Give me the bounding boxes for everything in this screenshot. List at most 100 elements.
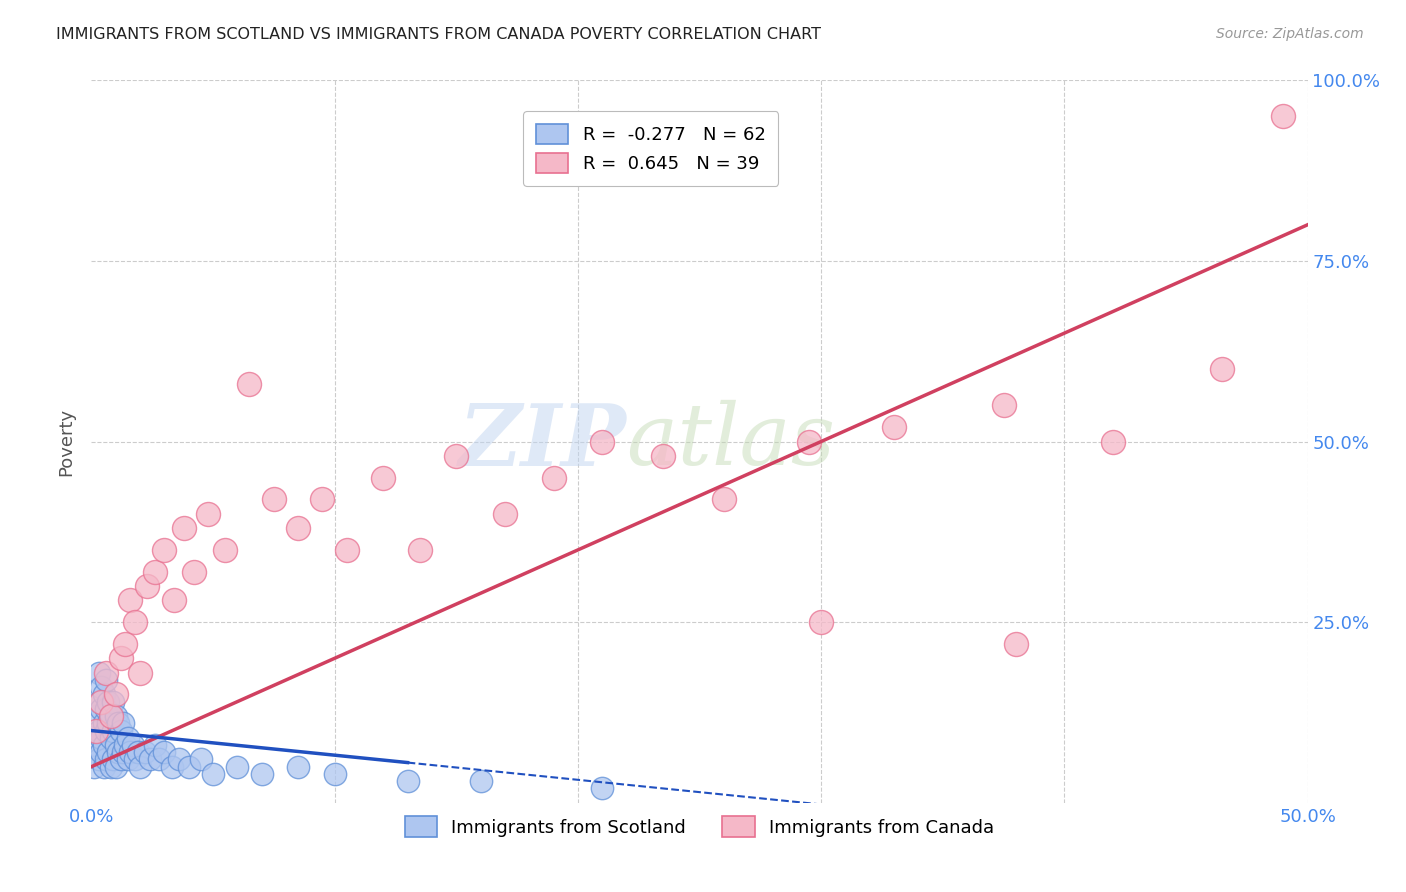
Point (84, 738, 107, 752)
Point (263, 492, 285, 507)
Point (93, 687, 115, 701)
Point (100, 709, 122, 723)
Point (136, 579, 159, 593)
Point (883, 420, 905, 434)
Point (143, 565, 166, 579)
Text: Source: ZipAtlas.com: Source: ZipAtlas.com (1216, 27, 1364, 41)
Point (94, 665, 117, 680)
Point (100, 731, 122, 745)
Point (111, 745, 134, 759)
Y-axis label: Poverty: Poverty (58, 408, 76, 475)
Point (87, 665, 110, 680)
Point (797, 434, 820, 449)
Point (287, 760, 309, 774)
Legend: Immigrants from Scotland, Immigrants from Canada: Immigrants from Scotland, Immigrants fro… (398, 809, 1001, 845)
Point (167, 752, 190, 766)
Point (238, 376, 260, 391)
Point (120, 745, 142, 759)
Point (173, 521, 195, 535)
Point (117, 731, 139, 745)
Point (100, 709, 122, 723)
Point (336, 542, 359, 557)
Point (129, 665, 152, 680)
Point (104, 738, 127, 752)
Point (810, 615, 832, 630)
Point (543, 470, 565, 484)
Point (494, 507, 516, 521)
Point (104, 687, 127, 701)
Point (153, 745, 176, 759)
Point (93, 716, 115, 731)
Point (127, 745, 149, 759)
Point (93, 760, 115, 774)
Point (121, 738, 143, 752)
Point (94, 752, 117, 766)
Point (190, 752, 212, 766)
Point (87, 723, 110, 738)
Point (591, 781, 613, 796)
Point (104, 709, 127, 723)
Point (143, 738, 166, 752)
Point (1211, 362, 1233, 376)
Point (444, 449, 467, 463)
Point (120, 593, 142, 607)
Point (323, 767, 346, 781)
Point (103, 695, 125, 709)
Point (87, 752, 110, 766)
Point (373, 470, 395, 484)
Point (94, 723, 117, 738)
Point (124, 615, 146, 630)
Point (87, 695, 110, 709)
Point (652, 449, 675, 463)
Point (153, 542, 176, 557)
Point (148, 752, 170, 766)
Point (90, 695, 112, 709)
Point (117, 752, 139, 766)
Point (177, 760, 200, 774)
Point (226, 760, 249, 774)
Point (84, 709, 107, 723)
Point (114, 637, 136, 651)
Point (90, 702, 112, 716)
Point (160, 760, 183, 774)
Text: atlas: atlas (627, 401, 835, 483)
Point (93, 738, 115, 752)
Point (83, 760, 105, 774)
Point (107, 745, 129, 759)
Point (311, 492, 333, 507)
Point (470, 774, 492, 789)
Point (97, 716, 120, 731)
Point (287, 521, 309, 535)
Point (110, 752, 132, 766)
Point (103, 723, 125, 738)
Point (97, 745, 120, 759)
Point (107, 716, 129, 731)
Point (202, 767, 225, 781)
Point (134, 745, 156, 759)
Point (94, 673, 117, 687)
Point (993, 398, 1015, 412)
Point (1102, 434, 1125, 449)
Point (396, 774, 419, 789)
Point (97, 695, 120, 709)
Point (197, 507, 219, 521)
Point (409, 542, 432, 557)
Point (129, 760, 152, 774)
Point (163, 593, 186, 607)
Point (713, 492, 735, 507)
Point (124, 752, 146, 766)
Point (90, 731, 112, 745)
Point (84, 723, 107, 738)
Point (100, 760, 122, 774)
Point (591, 434, 613, 449)
Point (1272, 110, 1295, 124)
Point (1004, 637, 1026, 651)
Point (214, 542, 236, 557)
Point (103, 752, 125, 766)
Point (110, 723, 132, 738)
Point (90, 680, 112, 694)
Point (139, 752, 162, 766)
Text: IMMIGRANTS FROM SCOTLAND VS IMMIGRANTS FROM CANADA POVERTY CORRELATION CHART: IMMIGRANTS FROM SCOTLAND VS IMMIGRANTS F… (56, 27, 821, 42)
Text: ZIP: ZIP (458, 400, 627, 483)
Point (183, 565, 205, 579)
